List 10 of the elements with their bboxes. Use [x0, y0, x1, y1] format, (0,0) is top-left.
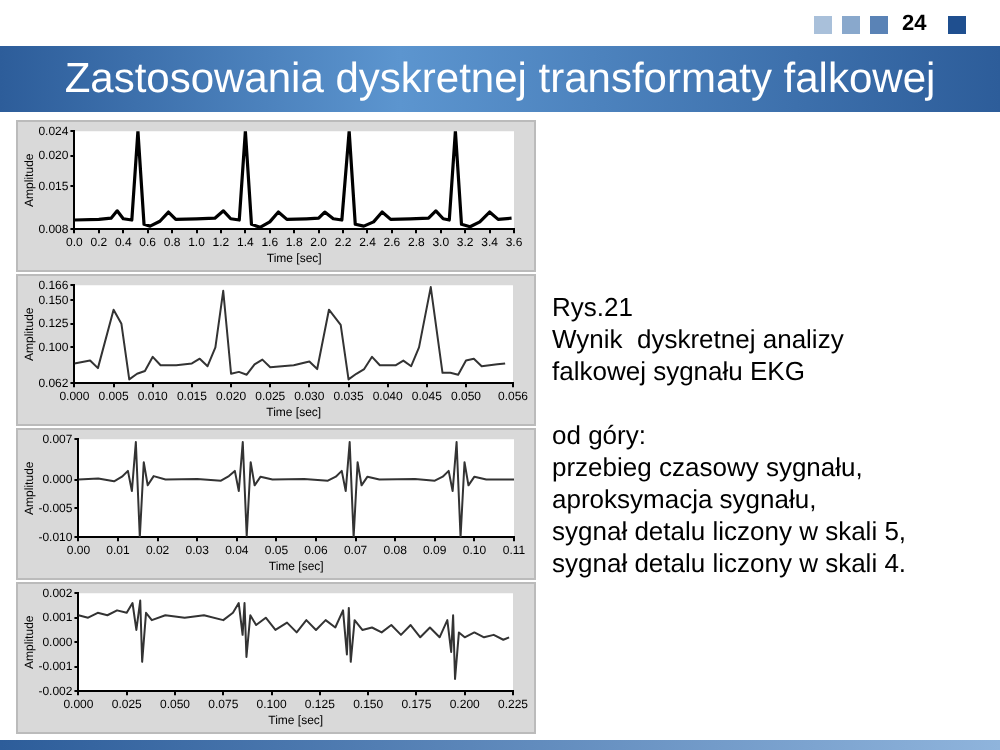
text: sygnał detalu liczony w skali 4. [552, 548, 907, 580]
text: falkowej sygnału EKG [552, 356, 807, 388]
text: od góry: [552, 420, 648, 452]
text: 24 [902, 12, 927, 36]
text: sygnał detalu liczony w skali 5, [552, 516, 907, 548]
text: Wynik dyskretnej analizy [552, 324, 846, 356]
text: Zastosowania dyskretnej transformaty falkowej [0, 46, 1000, 112]
text: aproksymacja sygnału, [552, 484, 819, 516]
text: przebieg czasowy sygnału, [552, 452, 865, 484]
text: Rys.21 [552, 292, 635, 324]
